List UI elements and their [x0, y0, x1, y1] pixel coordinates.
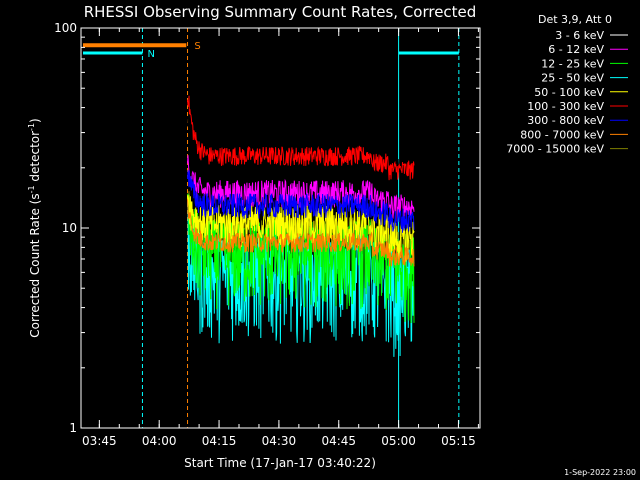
night-bar-label-0: N	[147, 49, 154, 60]
series-300-800kev	[187, 170, 415, 233]
legend-label-0: 3 - 6 keV	[555, 29, 604, 42]
legend-label-6: 300 - 800 keV	[527, 114, 604, 127]
legend-label-7: 800 - 7000 keV	[520, 128, 604, 141]
plot-area: SN	[82, 28, 460, 428]
legend-header: Det 3,9, Att 0	[538, 13, 612, 26]
x-axis-label: Start Time (17-Jan-17 03:40:22)	[184, 456, 376, 470]
x-tick-label-3: 04:30	[262, 434, 297, 448]
plot-frame: 1 10 100 03:45 04:00 04:15 04:30 04:45 05:00 05:1…	[54, 21, 481, 448]
y-tick-label-0: 1	[69, 421, 77, 435]
chart-title: RHESSI Observing Summary Count Rates, Co…	[84, 3, 477, 21]
series-100-300kev	[187, 95, 415, 181]
y-tick-label-1: 10	[62, 221, 77, 235]
x-tick-label-1: 04:00	[142, 434, 177, 448]
footer-date: 1-Sep-2022 23:00	[564, 468, 636, 477]
series-800-7000kev	[187, 199, 415, 267]
x-tick-label-5: 05:00	[381, 434, 416, 448]
y-axis-label: Corrected Count Rate (s-1 detector-1)	[27, 118, 42, 337]
x-tick-label-2: 04:15	[202, 434, 237, 448]
y-tick-label-2: 100	[54, 21, 77, 35]
x-tick-label-4: 04:45	[321, 434, 356, 448]
x-tick-label-0: 03:45	[82, 434, 117, 448]
legend-label-1: 6 - 12 keV	[548, 43, 604, 56]
x-tick-label-6: 05:15	[441, 434, 476, 448]
saa-bar-label: S	[194, 41, 200, 52]
plot-clip-group	[82, 28, 460, 428]
legend-label-5: 100 - 300 keV	[527, 100, 604, 113]
legend-label-4: 50 - 100 keV	[534, 86, 604, 99]
series-12-25kev	[187, 193, 415, 324]
legend-label-2: 12 - 25 keV	[541, 57, 604, 70]
legend-label-8: 7000 - 15000 keV	[506, 143, 604, 156]
legend-label-3: 25 - 50 keV	[541, 72, 604, 85]
